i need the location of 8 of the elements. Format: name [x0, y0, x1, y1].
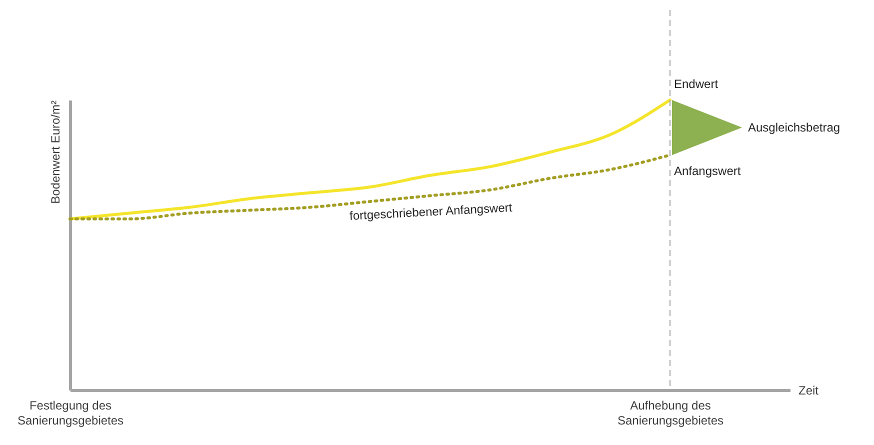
x-tick-label: Festlegung des Sanierungsgebietes [17, 398, 124, 428]
y-axis-title: Bodenwert Euro/m² [48, 100, 62, 204]
annotation: Endwert [674, 77, 719, 91]
annotation: Ausgleichsbetrag [748, 120, 840, 135]
series-label: fortgeschriebener Anfangswert [349, 200, 514, 223]
x-axis-title: Zeit [798, 384, 820, 398]
x-tick-label: Aufhebung des Sanierungsgebietes [617, 398, 724, 428]
annotation: Anfangswert [674, 164, 742, 178]
